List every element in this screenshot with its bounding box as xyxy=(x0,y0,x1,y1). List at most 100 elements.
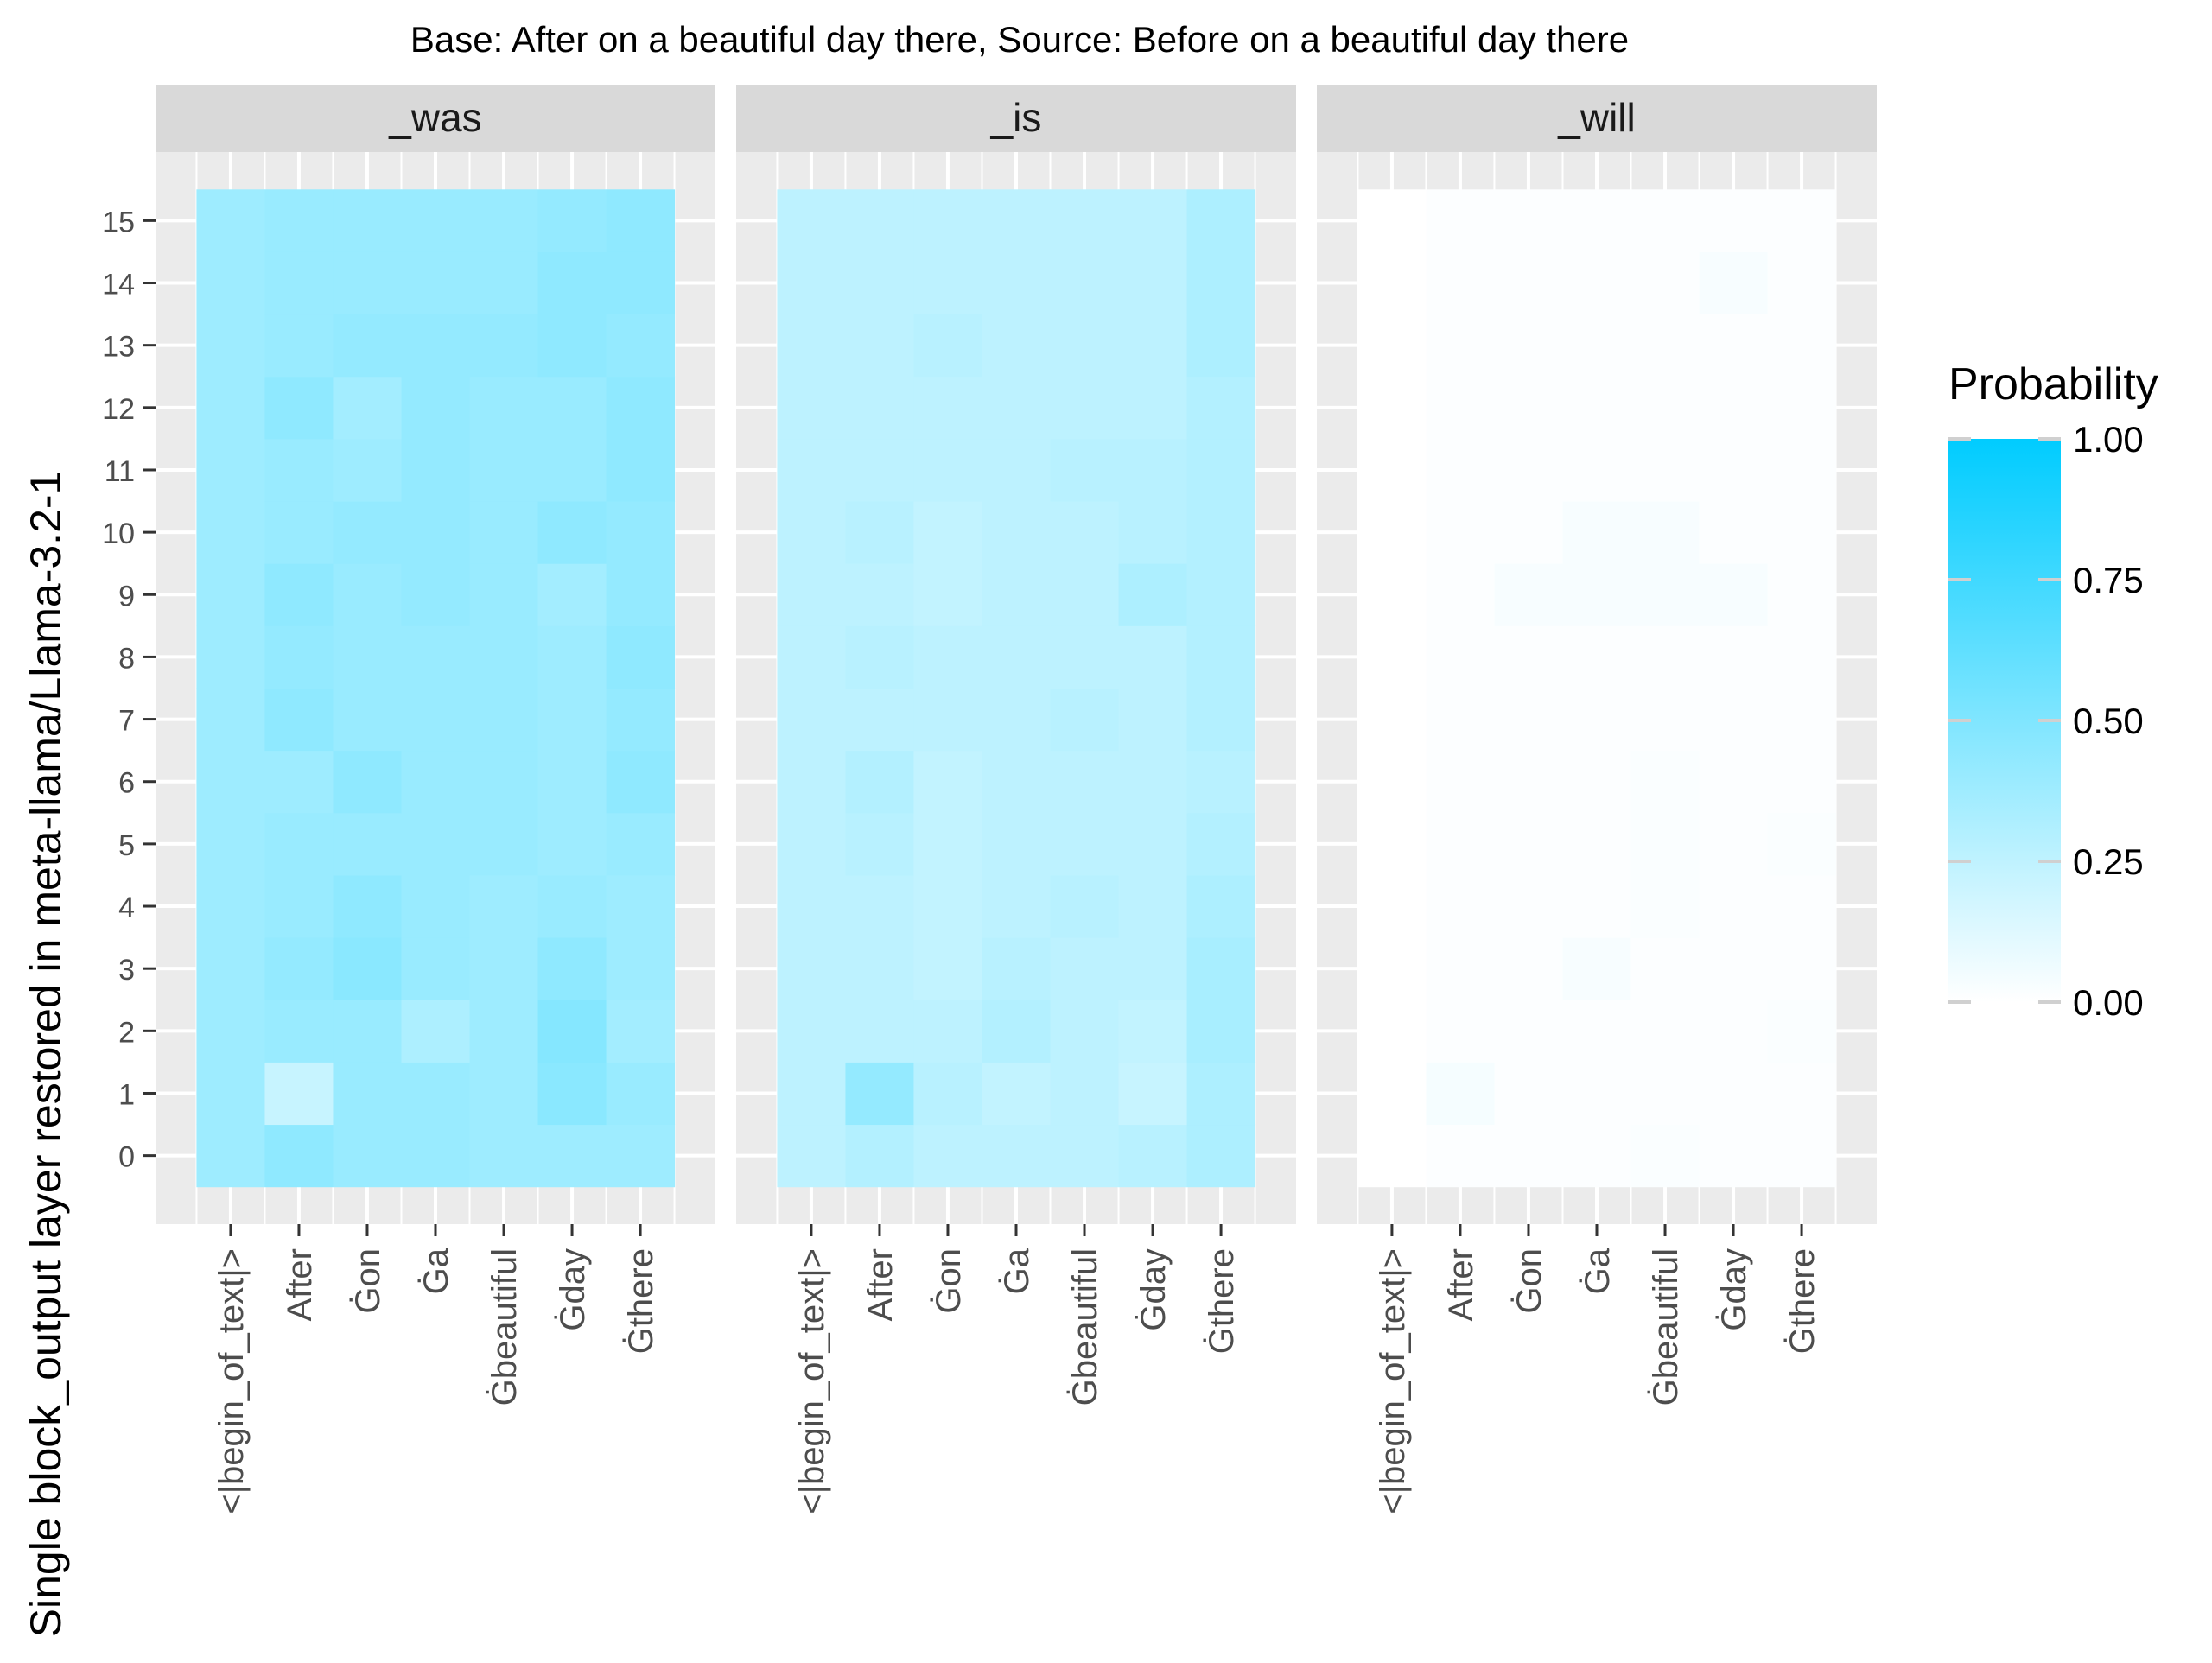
facet-panel-is: _is <|begin_of_text|> After Ġon Ġa Ġbeautiful… xyxy=(736,85,1296,1514)
heatmap-tile xyxy=(1118,750,1188,814)
heatmap-tile xyxy=(1767,189,1837,252)
heatmap-tile xyxy=(333,1062,402,1126)
heatmap-tile xyxy=(606,688,676,752)
heatmap-tile xyxy=(469,1062,539,1126)
heatmap-tile xyxy=(333,189,402,252)
heatmap-tile xyxy=(982,874,1052,938)
heatmap-tile xyxy=(264,688,334,752)
heatmap-tile xyxy=(401,874,471,938)
heatmap-tile xyxy=(777,750,846,814)
heatmap-tile xyxy=(1562,874,1632,938)
heatmap-tile xyxy=(777,314,846,378)
heatmap-tile xyxy=(537,501,607,564)
heatmap-tile xyxy=(537,563,607,626)
y-tick-label: 11 xyxy=(105,455,135,488)
heatmap-tiles xyxy=(196,189,676,1188)
heatmap-tile xyxy=(264,563,334,626)
heatmap-tile xyxy=(1699,750,1769,814)
heatmap-tile xyxy=(1186,251,1256,315)
heatmap-tile xyxy=(1186,937,1256,1000)
heatmap-tile xyxy=(845,874,914,938)
heatmap-tile xyxy=(606,314,676,378)
heatmap-tile xyxy=(196,812,265,876)
heatmap-tile xyxy=(845,251,914,315)
heatmap-tile xyxy=(1050,1124,1120,1188)
heatmap-tile xyxy=(982,438,1052,502)
heatmap-tile xyxy=(196,874,265,938)
heatmap-tile xyxy=(264,874,334,938)
heatmap-tile xyxy=(469,376,539,440)
heatmap-tile xyxy=(1186,1000,1256,1063)
y-tick-label: 3 xyxy=(118,954,135,987)
heatmap-tile xyxy=(913,1062,982,1126)
heatmap-tile xyxy=(333,563,402,626)
heatmap-tile xyxy=(1118,314,1188,378)
heatmap-tile xyxy=(1050,625,1120,689)
heatmap-tile xyxy=(401,1124,471,1188)
heatmap-tile xyxy=(1767,750,1837,814)
heatmap-tile xyxy=(845,438,914,502)
heatmap-tile xyxy=(1494,750,1563,814)
heatmap-tile xyxy=(469,812,539,876)
heatmap-tile xyxy=(333,376,402,440)
heatmap-tile xyxy=(333,750,402,814)
heatmap-tile xyxy=(777,376,846,440)
heatmap-tile xyxy=(845,1000,914,1063)
heatmap-tile xyxy=(1767,438,1837,502)
heatmap-tile xyxy=(606,563,676,626)
heatmap-tile xyxy=(264,376,334,440)
heatmap-tile xyxy=(1767,625,1837,689)
heatmap-tile xyxy=(777,1000,846,1063)
heatmap-tile xyxy=(1118,189,1188,252)
x-tick-label: Ġa xyxy=(1578,1247,1617,1294)
x-tick-label: Ġday xyxy=(553,1248,592,1331)
heatmap-tile xyxy=(777,501,846,564)
heatmap-tile xyxy=(606,937,676,1000)
x-tick-label: <|begin_of_text|> xyxy=(213,1248,251,1514)
x-tick-label: Ġbeautiful xyxy=(1065,1248,1104,1406)
heatmap-tile xyxy=(264,812,334,876)
heatmap-tile xyxy=(1426,688,1495,752)
heatmap-tile xyxy=(1426,625,1495,689)
heatmap-tile xyxy=(537,688,607,752)
heatmap-tile xyxy=(982,251,1052,315)
x-tick-label: After xyxy=(1442,1248,1480,1321)
heatmap-tile xyxy=(845,1124,914,1188)
heatmap-tile xyxy=(1562,251,1632,315)
heatmap-tile xyxy=(1118,874,1188,938)
heatmap-tile xyxy=(913,874,982,938)
heatmap-tile xyxy=(333,874,402,938)
x-tick-label: Ġon xyxy=(1510,1248,1548,1314)
heatmap-tile xyxy=(1699,1000,1769,1063)
heatmap-tile xyxy=(469,251,539,315)
heatmap-tile xyxy=(1357,688,1427,752)
heatmap-tile xyxy=(1494,501,1563,564)
heatmap-tile xyxy=(401,1062,471,1126)
heatmap-tile xyxy=(1699,688,1769,752)
heatmap-tile xyxy=(1050,314,1120,378)
heatmap-tile xyxy=(333,314,402,378)
heatmap-tile xyxy=(1186,189,1256,252)
heatmap-tile xyxy=(1494,874,1563,938)
heatmap-tile xyxy=(537,750,607,814)
heatmap-tile xyxy=(1186,688,1256,752)
heatmap-tile xyxy=(1699,501,1769,564)
heatmap-tiles xyxy=(1357,189,1837,1188)
heatmap-tile xyxy=(537,1062,607,1126)
heatmap-tile xyxy=(1050,251,1120,315)
heatmap-tile xyxy=(1630,937,1700,1000)
legend-tick-label: 0.25 xyxy=(2073,841,2144,882)
heatmap-tile xyxy=(777,812,846,876)
heatmap-tile xyxy=(1494,812,1563,876)
heatmap-tile xyxy=(982,501,1052,564)
heatmap-tile xyxy=(982,314,1052,378)
facet-strip-label: _will xyxy=(1557,95,1635,140)
heatmap-tile xyxy=(982,563,1052,626)
heatmap-tile xyxy=(1050,937,1120,1000)
legend: Probability 1.00 0.75 0.50 0.25 0.00 xyxy=(1948,359,2158,1023)
heatmap-tile xyxy=(196,1062,265,1126)
heatmap-tile xyxy=(913,251,982,315)
y-tick-label: 13 xyxy=(102,331,135,364)
